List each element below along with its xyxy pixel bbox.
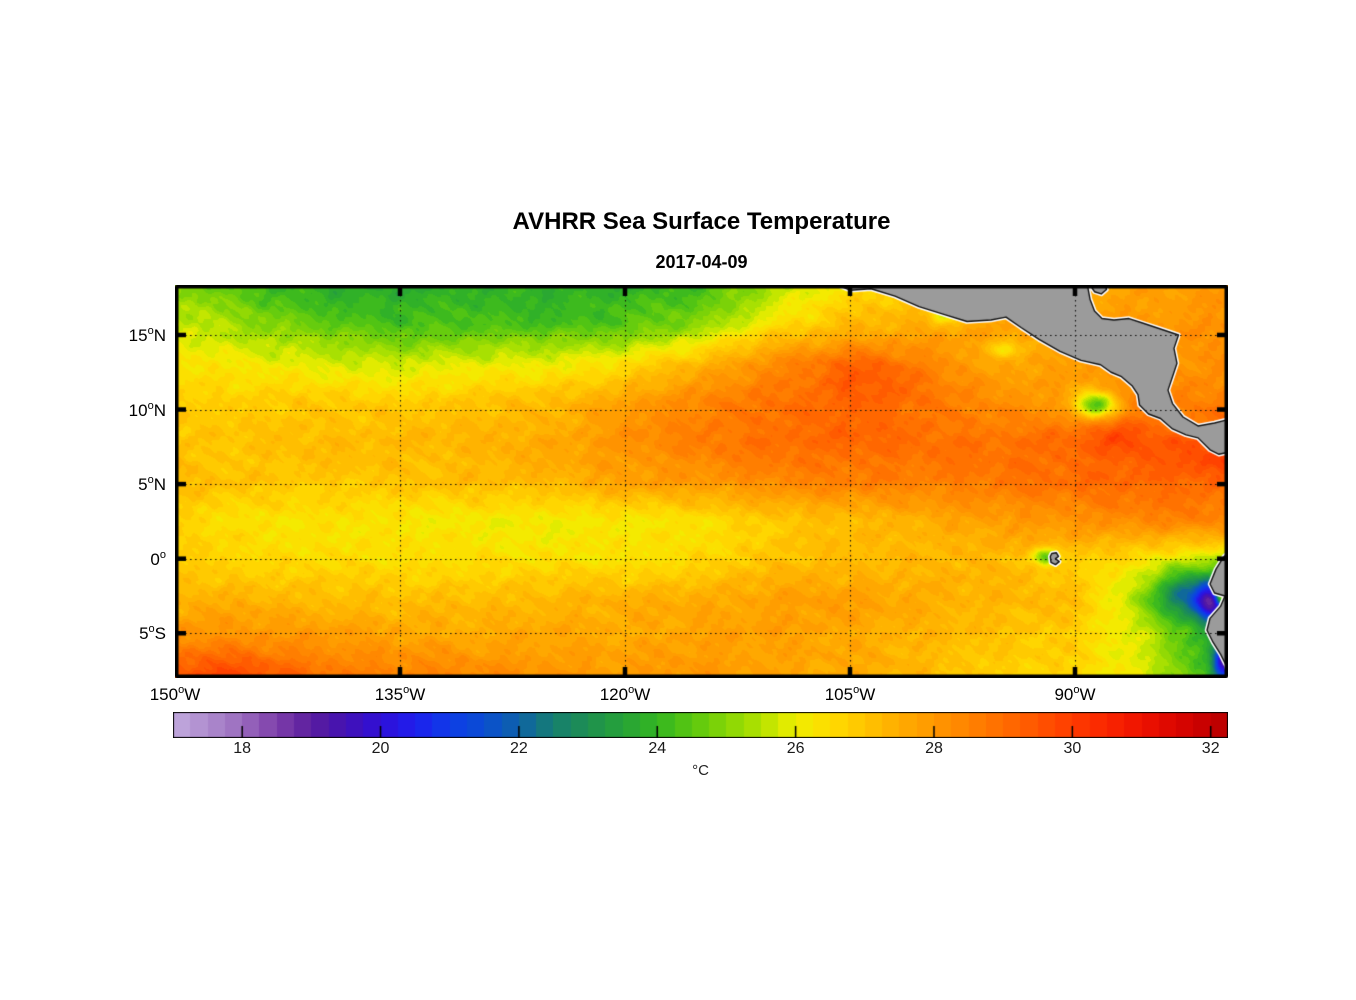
colorbar-canvas <box>173 712 1228 738</box>
colorbar-tick-label: 28 <box>925 740 943 757</box>
colorbar-tick-label: 30 <box>1063 740 1082 757</box>
y-tick-label: 5oS <box>139 623 166 644</box>
x-tick-label: 135oW <box>374 684 426 704</box>
colorbar-tick-label: 18 <box>233 740 252 757</box>
colorbar-tick-label: 22 <box>509 740 528 757</box>
y-tick-label: 10oN <box>128 399 166 420</box>
y-tick-label: 0o <box>150 548 166 569</box>
colorbar-tick-label: 20 <box>371 740 390 757</box>
x-tick-label: 105oW <box>824 684 876 704</box>
y-tick-label: 15oN <box>128 324 166 345</box>
figure-title: AVHRR Sea Surface Temperature <box>512 208 891 235</box>
y-tick-label: 5oN <box>138 474 166 495</box>
x-tick-label: 90oW <box>1054 684 1096 704</box>
colorbar-tick-label: 26 <box>786 740 805 757</box>
x-tick-label: 120oW <box>599 684 651 704</box>
x-tick-label: 150oW <box>149 684 201 704</box>
figure-date-subtitle: 2017-04-09 <box>655 252 748 272</box>
colorbar-tick-label: 24 <box>648 740 667 757</box>
colorbar-unit-label: °C <box>692 762 709 779</box>
colorbar-tick-label: 32 <box>1201 740 1220 757</box>
sst-map-canvas <box>175 285 1228 678</box>
